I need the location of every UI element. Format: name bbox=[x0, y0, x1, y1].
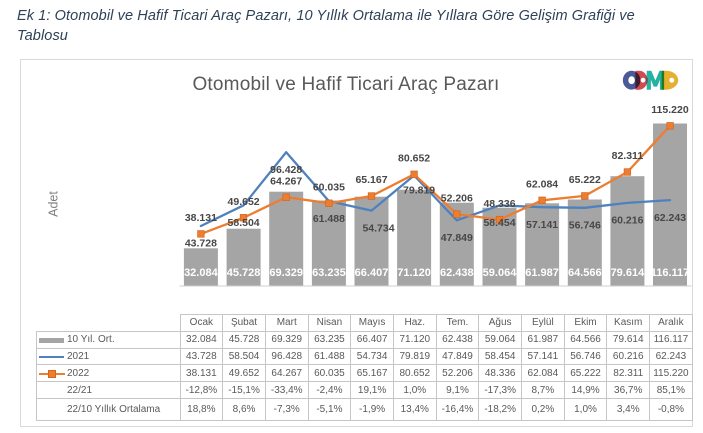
svg-text:45.728: 45.728 bbox=[227, 267, 261, 279]
svg-text:61.987: 61.987 bbox=[525, 267, 559, 279]
svg-text:116.117: 116.117 bbox=[651, 267, 690, 279]
svg-text:60.216: 60.216 bbox=[611, 215, 643, 227]
svg-text:52.206: 52.206 bbox=[441, 192, 473, 204]
svg-text:54.734: 54.734 bbox=[362, 222, 394, 234]
svg-text:Adet: Adet bbox=[47, 191, 61, 217]
svg-text:32.084: 32.084 bbox=[184, 267, 219, 279]
svg-text:79.819: 79.819 bbox=[403, 185, 435, 197]
svg-text:47.849: 47.849 bbox=[441, 232, 473, 244]
svg-text:69.329: 69.329 bbox=[269, 267, 303, 279]
svg-text:62.438: 62.438 bbox=[440, 267, 474, 279]
svg-text:38.131: 38.131 bbox=[185, 212, 217, 224]
svg-text:79.614: 79.614 bbox=[611, 267, 646, 279]
svg-text:56.746: 56.746 bbox=[569, 220, 601, 232]
svg-text:71.120: 71.120 bbox=[397, 267, 431, 279]
svg-text:62.084: 62.084 bbox=[526, 179, 558, 191]
svg-text:82.311: 82.311 bbox=[612, 150, 644, 162]
svg-text:60.035: 60.035 bbox=[313, 181, 345, 193]
svg-text:66.407: 66.407 bbox=[355, 267, 389, 279]
svg-text:48.336: 48.336 bbox=[483, 198, 515, 210]
svg-text:57.141: 57.141 bbox=[526, 219, 558, 231]
svg-text:63.235: 63.235 bbox=[312, 267, 346, 279]
svg-text:58.504: 58.504 bbox=[228, 217, 260, 229]
svg-text:64.267: 64.267 bbox=[270, 175, 302, 187]
svg-text:62.243: 62.243 bbox=[654, 212, 686, 224]
svg-text:43.728: 43.728 bbox=[185, 238, 217, 250]
svg-text:115.220: 115.220 bbox=[651, 104, 689, 116]
svg-text:59.064: 59.064 bbox=[483, 267, 518, 279]
svg-text:65.222: 65.222 bbox=[569, 174, 601, 186]
svg-text:64.566: 64.566 bbox=[568, 267, 602, 279]
svg-text:80.652: 80.652 bbox=[398, 153, 430, 165]
svg-text:58.454: 58.454 bbox=[483, 217, 515, 229]
svg-text:61.488: 61.488 bbox=[313, 213, 345, 225]
svg-text:96.428: 96.428 bbox=[270, 164, 302, 176]
svg-text:65.167: 65.167 bbox=[355, 174, 387, 186]
svg-text:49.652: 49.652 bbox=[228, 196, 260, 208]
